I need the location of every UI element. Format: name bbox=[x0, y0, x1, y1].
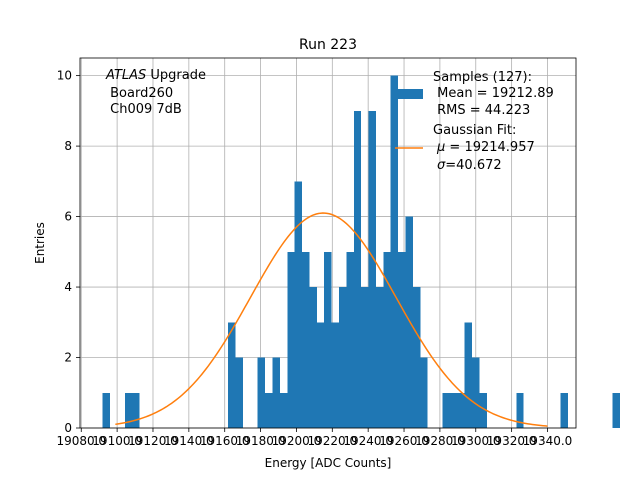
legend-mu-value: = 19214.957 bbox=[445, 140, 534, 155]
y-axis-ticks: 0 2 4 6 8 10 bbox=[57, 69, 80, 435]
histogram-bar bbox=[449, 392, 458, 428]
legend-samples-line-1: Samples (127): bbox=[433, 70, 532, 85]
x-tick-label: 19140.0 bbox=[164, 434, 214, 448]
x-tick-label: 19220.0 bbox=[307, 434, 357, 448]
histogram-bar bbox=[265, 392, 273, 428]
legend-samples-line-2: Mean = 19212.89 bbox=[433, 86, 554, 101]
histogram-bar bbox=[464, 322, 472, 428]
histogram-bar bbox=[257, 357, 266, 428]
x-tick-label: 19080.0 bbox=[56, 434, 106, 448]
histogram-bar bbox=[316, 322, 325, 428]
histogram-bar bbox=[339, 287, 347, 428]
histogram-bar bbox=[353, 110, 362, 428]
histogram-bar bbox=[309, 287, 317, 428]
legend: Samples (127): Mean = 19212.89 RMS = 44.… bbox=[395, 70, 554, 173]
histogram-bar bbox=[272, 357, 280, 428]
chart-title: Run 223 bbox=[299, 37, 357, 53]
legend-fit-mu: μ = 19214.957 bbox=[436, 140, 535, 155]
x-tick-label: 19160.0 bbox=[200, 434, 250, 448]
histogram-bar bbox=[331, 322, 340, 428]
y-tick-label: 4 bbox=[64, 280, 72, 294]
legend-sigma-value: =40.672 bbox=[445, 158, 501, 173]
legend-samples-swatch bbox=[395, 89, 423, 99]
histogram-bar bbox=[102, 392, 110, 428]
x-axis-label: Energy [ADC Counts] bbox=[265, 456, 392, 470]
y-tick-label: 10 bbox=[57, 69, 72, 83]
histogram-bar bbox=[442, 392, 450, 428]
histogram-bar bbox=[361, 287, 369, 428]
histogram-bar bbox=[390, 75, 399, 428]
x-tick-label: 19100.0 bbox=[92, 434, 142, 448]
histogram-bar bbox=[479, 392, 487, 428]
histogram-bar bbox=[324, 251, 332, 428]
histogram-bar bbox=[124, 392, 133, 428]
annotation-line-1: ATLAS Upgrade bbox=[105, 68, 206, 83]
plot-frame bbox=[79, 57, 577, 429]
histogram-bar bbox=[287, 251, 295, 428]
y-tick-label: 8 bbox=[64, 139, 72, 153]
gaussian-fit-line bbox=[115, 212, 548, 427]
histogram-bar bbox=[420, 357, 428, 428]
histogram-bar bbox=[471, 357, 480, 428]
y-tick-label: 0 bbox=[64, 421, 72, 435]
annotation-line-3: Ch009 7dB bbox=[106, 102, 182, 117]
histogram-bar bbox=[302, 251, 310, 428]
histogram-bar bbox=[368, 110, 376, 428]
histogram-bar bbox=[412, 287, 421, 428]
histogram-bar bbox=[383, 251, 391, 428]
annotation-experiment: ATLAS bbox=[105, 68, 146, 83]
x-tick-label: 19320.0 bbox=[487, 434, 537, 448]
annotation-experiment-suffix: Upgrade bbox=[146, 68, 206, 83]
histogram-bar bbox=[457, 392, 465, 428]
x-tick-label: 19240.0 bbox=[343, 434, 393, 448]
legend-mu-symbol: μ bbox=[436, 140, 445, 155]
legend-fit-sigma: σ=40.672 bbox=[437, 158, 502, 173]
histogram-bars bbox=[102, 75, 620, 428]
histogram-bar bbox=[405, 216, 413, 428]
legend-samples-line-3: RMS = 44.223 bbox=[433, 103, 530, 118]
annotation-line-2: Board260 bbox=[106, 86, 173, 101]
histogram-bar bbox=[375, 287, 384, 428]
x-tick-label: 19260.0 bbox=[379, 434, 429, 448]
legend-sigma-symbol: σ bbox=[437, 158, 446, 173]
y-axis-label: Entries bbox=[33, 222, 47, 264]
histogram-bar bbox=[279, 392, 288, 428]
histogram-bar bbox=[132, 392, 140, 428]
gaussian-fit-layer bbox=[115, 212, 548, 427]
histogram-bar bbox=[398, 251, 406, 428]
x-tick-label: 19180.0 bbox=[236, 434, 286, 448]
histogram-bar bbox=[560, 392, 569, 428]
x-tick-label: 19340.0 bbox=[523, 434, 573, 448]
run-annotation: ATLAS Upgrade Board260 Ch009 7dB bbox=[105, 68, 206, 117]
x-axis-ticks: 19080.019100.019120.019140.019160.019180… bbox=[56, 428, 572, 448]
x-tick-label: 19200.0 bbox=[272, 434, 322, 448]
y-tick-label: 2 bbox=[64, 351, 72, 365]
legend-fit-title: Gaussian Fit: bbox=[433, 123, 516, 138]
histogram-bar bbox=[228, 322, 236, 428]
histogram-bar bbox=[346, 251, 354, 428]
histogram-bar bbox=[516, 392, 524, 428]
x-tick-label: 19300.0 bbox=[451, 434, 501, 448]
histogram-bar bbox=[612, 392, 620, 428]
x-tick-label: 19280.0 bbox=[415, 434, 465, 448]
y-tick-label: 6 bbox=[64, 210, 72, 224]
x-tick-label: 19120.0 bbox=[128, 434, 178, 448]
histogram-bar bbox=[235, 357, 243, 428]
histogram-bar bbox=[294, 181, 303, 428]
